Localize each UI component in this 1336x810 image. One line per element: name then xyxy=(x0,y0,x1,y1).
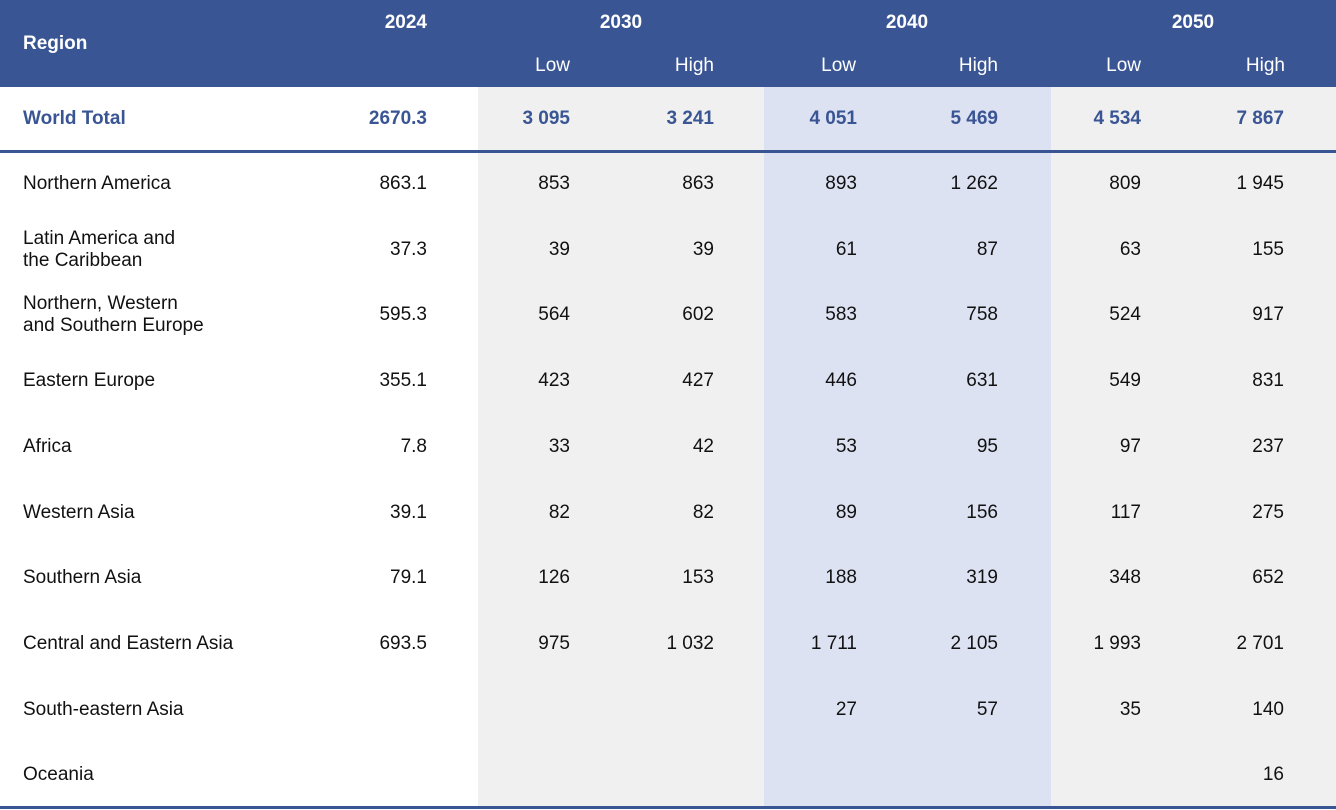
cell-2050-low: 348 xyxy=(1109,567,1141,589)
header-2030-low: Low xyxy=(535,55,570,76)
cell-2040-low: 188 xyxy=(825,567,857,589)
cell-2040-low: 61 xyxy=(835,238,857,260)
cell-2030-low: 33 xyxy=(548,435,570,457)
row-region: Oceania xyxy=(23,764,94,786)
cell-2050-low: 35 xyxy=(1119,698,1141,720)
cell-2050-low: 1 993 xyxy=(1093,632,1141,654)
cell-2024: 863.1 xyxy=(379,173,427,194)
cell-2050-high: 831 xyxy=(1252,370,1284,392)
cell-2050-high: 652 xyxy=(1252,567,1284,589)
cell-2024: 39.1 xyxy=(390,501,427,523)
row-region: South-eastern Asia xyxy=(23,698,184,720)
cell-2024: 79.1 xyxy=(390,567,427,589)
cell-2024: 2670.3 xyxy=(368,108,427,129)
cell-2040-high: 156 xyxy=(966,501,998,523)
cell-2030-high: 153 xyxy=(682,567,714,589)
header-2050-high: High xyxy=(1245,55,1285,76)
cell-2040-low: 1 711 xyxy=(810,632,857,654)
row-region: Western Asia xyxy=(23,501,135,523)
cell-2030-low: 975 xyxy=(538,632,570,654)
cell-2030-high: 863 xyxy=(682,173,714,194)
band-2050 xyxy=(1051,87,1336,807)
header-2030-high: High xyxy=(674,55,714,76)
cell-2050-high: 155 xyxy=(1252,238,1284,260)
cell-2040-high: 57 xyxy=(976,698,998,720)
table-bottom-rule xyxy=(0,806,1336,809)
cell-2040-low: 446 xyxy=(825,370,857,392)
cell-2050-low: 63 xyxy=(1119,238,1141,260)
cell-2050-low: 97 xyxy=(1119,435,1141,457)
cell-2030-high: 1 032 xyxy=(666,632,714,654)
cell-2024: 355.1 xyxy=(379,370,427,392)
cell-2030-high: 602 xyxy=(682,304,714,326)
cell-2030-low: 853 xyxy=(538,173,570,194)
cell-2050-high: 237 xyxy=(1252,435,1284,457)
cell-2050-low: 524 xyxy=(1109,304,1141,326)
cell-2040-high: 631 xyxy=(966,370,998,392)
cell-2024: 595.3 xyxy=(379,304,427,326)
header-divider xyxy=(0,150,1336,153)
cell-2040-high: 319 xyxy=(966,567,998,589)
cell-2030-high: 82 xyxy=(692,501,714,523)
cell-2024: 7.8 xyxy=(400,435,427,457)
band-2030 xyxy=(478,87,764,807)
header-year-2030: 2030 xyxy=(599,12,643,33)
cell-2040-low: 583 xyxy=(825,304,857,326)
cell-2030-low: 3 095 xyxy=(522,108,570,129)
cell-2040-high: 87 xyxy=(976,238,998,260)
cell-2040-high: 5 469 xyxy=(950,108,998,129)
header-year-2050: 2050 xyxy=(1171,12,1215,33)
cell-2030-high: 427 xyxy=(682,370,714,392)
cell-2040-low: 893 xyxy=(825,173,857,194)
row-region: Africa xyxy=(23,435,72,457)
cell-2030-low: 564 xyxy=(538,304,570,326)
header-year-2024: 2024 xyxy=(384,12,427,33)
cell-2030-high: 3 241 xyxy=(666,108,714,129)
row-region: Eastern Europe xyxy=(23,370,156,392)
row-region: Southern Asia xyxy=(23,567,142,589)
cell-2050-high: 2 701 xyxy=(1236,632,1284,654)
cell-2050-low: 549 xyxy=(1109,370,1141,392)
cell-2040-low: 89 xyxy=(835,501,857,523)
cell-2050-high: 1 945 xyxy=(1236,173,1284,194)
cell-2040-high: 1 262 xyxy=(950,173,998,194)
cell-2040-low: 4 051 xyxy=(809,108,857,129)
header-2050-low: Low xyxy=(1106,55,1141,76)
cell-2050-high: 275 xyxy=(1252,501,1284,523)
cell-2050-low: 117 xyxy=(1110,501,1141,523)
table-header: Region 2024 2030 2040 2050 Low High Low … xyxy=(0,0,1336,87)
band-2040 xyxy=(764,87,1051,807)
cell-2040-low: 27 xyxy=(835,698,857,720)
cell-2030-high: 42 xyxy=(692,435,714,457)
header-year-2040: 2040 xyxy=(885,12,929,33)
cell-2040-high: 2 105 xyxy=(950,632,998,654)
cell-2050-low: 809 xyxy=(1109,173,1141,194)
cell-2030-low: 126 xyxy=(538,567,570,589)
cell-2030-low: 423 xyxy=(538,370,570,392)
row-region: World Total xyxy=(23,108,126,129)
row-region: Northern America xyxy=(23,173,171,194)
cell-2050-high: 917 xyxy=(1252,304,1284,326)
cell-2024: 37.3 xyxy=(390,238,427,260)
cell-2030-low: 39 xyxy=(548,238,570,260)
cell-2024: 693.5 xyxy=(379,632,427,654)
cell-2040-high: 758 xyxy=(966,304,998,326)
header-2040-high: High xyxy=(958,55,998,76)
cell-2040-high: 95 xyxy=(976,435,998,457)
header-2040-low: Low xyxy=(821,55,856,76)
cell-2040-low: 53 xyxy=(835,435,857,457)
header-region: Region xyxy=(23,33,88,54)
cell-2050-high: 7 867 xyxy=(1236,108,1284,129)
cell-2050-high: 16 xyxy=(1262,764,1284,786)
cell-2030-low: 82 xyxy=(548,501,570,523)
row-region: Central and Eastern Asia xyxy=(23,632,234,654)
row-region: Northern, Western and Southern Europe xyxy=(23,293,204,337)
cell-2050-low: 4 534 xyxy=(1093,108,1141,129)
cell-2050-high: 140 xyxy=(1252,698,1284,720)
row-region: Latin America and the Caribbean xyxy=(23,227,176,271)
cell-2030-high: 39 xyxy=(692,238,714,260)
